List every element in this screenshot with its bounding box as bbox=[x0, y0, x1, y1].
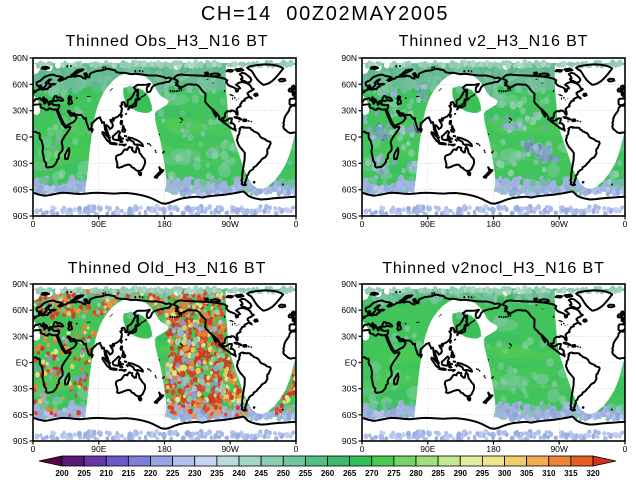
svg-text:90S: 90S bbox=[13, 211, 28, 221]
svg-text:90S: 90S bbox=[342, 436, 357, 446]
svg-text:270: 270 bbox=[365, 469, 379, 478]
svg-text:Thinned Old_H3_N16 BT: Thinned Old_H3_N16 BT bbox=[68, 260, 267, 277]
svg-text:Thinned Obs_H3_N16 BT: Thinned Obs_H3_N16 BT bbox=[65, 33, 268, 50]
svg-text:30S: 30S bbox=[342, 158, 357, 168]
svg-text:30S: 30S bbox=[342, 384, 357, 394]
svg-text:250: 250 bbox=[277, 469, 291, 478]
svg-text:90E: 90E bbox=[91, 444, 106, 454]
svg-text:90E: 90E bbox=[91, 219, 106, 229]
svg-text:0: 0 bbox=[31, 219, 36, 229]
svg-text:90E: 90E bbox=[420, 219, 435, 229]
svg-text:225: 225 bbox=[166, 469, 180, 478]
svg-text:60S: 60S bbox=[342, 410, 357, 420]
svg-text:0: 0 bbox=[623, 444, 628, 454]
svg-text:90N: 90N bbox=[341, 279, 357, 289]
svg-text:90W: 90W bbox=[550, 219, 567, 229]
svg-text:0: 0 bbox=[360, 444, 365, 454]
svg-text:275: 275 bbox=[387, 469, 401, 478]
svg-text:0: 0 bbox=[294, 444, 299, 454]
svg-text:260: 260 bbox=[321, 469, 335, 478]
svg-text:265: 265 bbox=[343, 469, 357, 478]
svg-text:90S: 90S bbox=[342, 211, 357, 221]
svg-text:285: 285 bbox=[431, 469, 445, 478]
svg-text:30S: 30S bbox=[13, 384, 28, 394]
svg-text:90N: 90N bbox=[12, 53, 28, 63]
svg-text:60S: 60S bbox=[13, 410, 28, 420]
svg-text:30N: 30N bbox=[341, 106, 357, 116]
svg-text:320: 320 bbox=[586, 469, 600, 478]
svg-text:295: 295 bbox=[476, 469, 490, 478]
svg-text:0: 0 bbox=[623, 219, 628, 229]
svg-text:90W: 90W bbox=[550, 444, 567, 454]
svg-text:255: 255 bbox=[299, 469, 313, 478]
svg-text:180: 180 bbox=[486, 444, 500, 454]
svg-text:0: 0 bbox=[294, 219, 299, 229]
svg-text:180: 180 bbox=[157, 444, 171, 454]
svg-text:180: 180 bbox=[157, 219, 171, 229]
svg-text:90N: 90N bbox=[341, 53, 357, 63]
svg-text:90W: 90W bbox=[221, 219, 238, 229]
svg-text:240: 240 bbox=[232, 469, 246, 478]
svg-text:290: 290 bbox=[454, 469, 468, 478]
svg-text:60N: 60N bbox=[341, 305, 357, 315]
svg-text:205: 205 bbox=[77, 469, 91, 478]
svg-text:220: 220 bbox=[144, 469, 158, 478]
svg-text:305: 305 bbox=[520, 469, 534, 478]
svg-text:30N: 30N bbox=[12, 106, 28, 116]
svg-text:EQ: EQ bbox=[16, 358, 29, 368]
svg-text:60N: 60N bbox=[12, 79, 28, 89]
svg-text:300: 300 bbox=[498, 469, 512, 478]
svg-text:310: 310 bbox=[542, 469, 556, 478]
svg-text:EQ: EQ bbox=[16, 132, 29, 142]
svg-text:245: 245 bbox=[254, 469, 268, 478]
svg-text:235: 235 bbox=[210, 469, 224, 478]
svg-text:90N: 90N bbox=[12, 279, 28, 289]
svg-text:30S: 30S bbox=[13, 158, 28, 168]
svg-text:210: 210 bbox=[100, 469, 114, 478]
svg-text:30N: 30N bbox=[12, 331, 28, 341]
svg-text:230: 230 bbox=[188, 469, 202, 478]
svg-text:280: 280 bbox=[409, 469, 423, 478]
svg-text:90E: 90E bbox=[420, 444, 435, 454]
svg-text:180: 180 bbox=[486, 219, 500, 229]
svg-text:90W: 90W bbox=[221, 444, 238, 454]
svg-text:60N: 60N bbox=[12, 305, 28, 315]
svg-text:EQ: EQ bbox=[345, 358, 358, 368]
svg-text:215: 215 bbox=[122, 469, 136, 478]
svg-text:60S: 60S bbox=[13, 185, 28, 195]
svg-text:30N: 30N bbox=[341, 331, 357, 341]
svg-text:Thinned v2_H3_N16 BT: Thinned v2_H3_N16 BT bbox=[399, 33, 589, 50]
svg-text:90S: 90S bbox=[13, 436, 28, 446]
svg-text:CH=14 00Z02MAY2005: CH=14 00Z02MAY2005 bbox=[201, 3, 449, 25]
svg-text:Thinned v2nocl_H3_N16 BT: Thinned v2nocl_H3_N16 BT bbox=[382, 260, 605, 277]
svg-text:315: 315 bbox=[564, 469, 578, 478]
svg-text:60S: 60S bbox=[342, 185, 357, 195]
svg-text:EQ: EQ bbox=[345, 132, 358, 142]
svg-text:0: 0 bbox=[31, 444, 36, 454]
svg-text:200: 200 bbox=[55, 469, 69, 478]
svg-text:0: 0 bbox=[360, 219, 365, 229]
svg-text:60N: 60N bbox=[341, 79, 357, 89]
